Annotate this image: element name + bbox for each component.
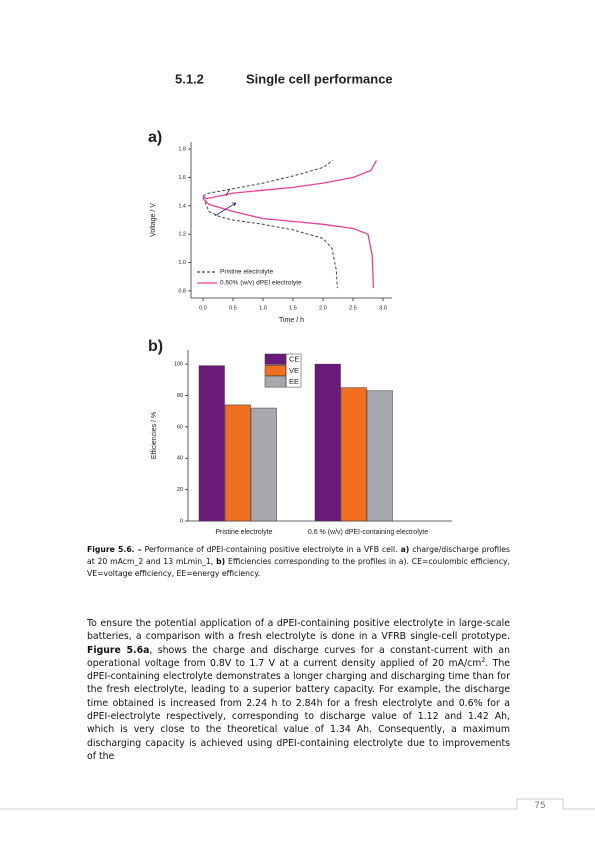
data-line [202,160,377,289]
annotation-arrow [225,188,231,197]
section-title: Single cell performance [246,71,393,86]
x-tick-label: 1.5 [289,305,297,311]
legend-label: CE [289,354,299,363]
y-tick-label: 0 [180,518,183,524]
text-run: . The dPEI-containing electrolyte demons… [87,657,510,762]
text-run: Figure 5.6a [87,644,150,656]
x-tick-label: 3.0 [379,305,387,311]
legend-label: Pristine electrolyte [220,269,273,276]
text-run: , shows the charge and discharge curves … [87,644,510,669]
y-tick-label: 1.4 [178,203,186,209]
x-tick-label: 0.6 % (w/v) dPEI-containing electrolyte [308,529,428,536]
legend-label: EE [289,377,299,386]
y-tick-label: 80 [177,393,183,399]
y-tick-label: 0.8 [178,288,186,294]
text-run: b) [216,557,226,566]
x-tick-label: 2.5 [349,305,357,311]
y-tick-label: 20 [177,487,183,493]
x-tick-label: 0.5 [229,305,237,311]
bar [366,390,393,522]
x-tick-label: Pristine electrolyte [215,529,272,536]
bar [250,407,277,522]
y-tick-label: 1.8 [178,147,186,153]
text-run: charge/discharge profiles at 20 mAcm_2 a… [87,545,510,566]
bar [340,387,367,522]
legend-frame [285,353,302,388]
y-tick-label: 1.0 [178,260,186,266]
data-line [202,159,338,289]
x-tick-label: 0.0 [199,305,207,311]
y-tick-label: 1.2 [178,232,186,238]
caption-label: Figure 5.6. – [87,545,142,554]
y-tick-label: 40 [177,456,183,462]
x-tick-label: 1.0 [259,305,267,311]
section-number: 5.1.2 [175,71,204,86]
y-tick-label: 1.6 [178,175,186,181]
legend-swatch [264,353,287,365]
bar [314,363,341,522]
y-tick-label: 60 [177,424,183,430]
text-run: Performance of dPEI-containing positive … [141,545,401,554]
text-run: To ensure the potential application of a… [87,618,510,643]
body-text: To ensure the potential application of a… [87,617,510,763]
bar [224,404,251,522]
y-axis-label: Voltage / V [150,203,157,237]
figure-caption: Figure 5.6. – Performance of dPEI-contai… [87,544,510,580]
legend-swatch [264,365,287,377]
x-axis-label: Time / h [279,317,304,324]
text-run: a) [400,545,410,554]
y-tick-label: 100 [174,362,183,368]
panel-label: b) [148,338,163,355]
legend-label: VE [289,366,299,375]
annotation-arrow [214,202,237,217]
legend-swatch [264,376,287,388]
y-axis-label: Efficiencies / % [151,412,158,459]
bar [198,365,225,522]
text-run: Efficiencies corresponding to the profil… [87,557,510,578]
legend-label: 0.60% (w/v) dPEI electrolyte [220,280,302,287]
footer-tab [516,798,595,810]
panel-label: a) [148,129,162,146]
text-run: 2 [481,656,486,664]
x-tick-label: 2.0 [319,305,327,311]
page-number: 75 [534,801,546,811]
